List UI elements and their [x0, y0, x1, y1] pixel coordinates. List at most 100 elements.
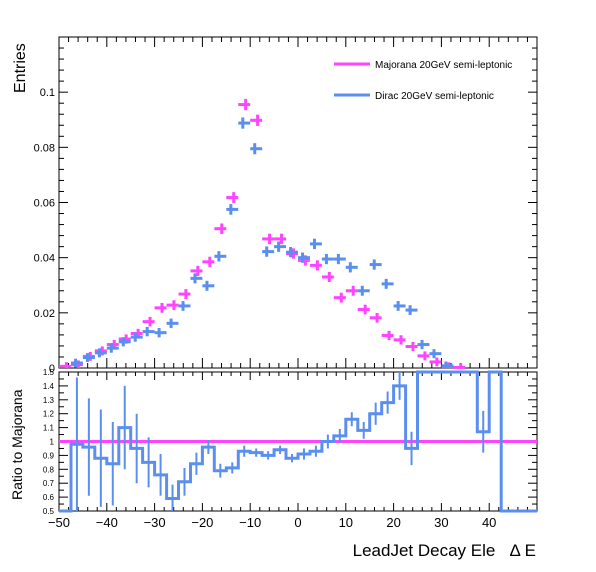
data-point: [154, 302, 167, 313]
data-point: [369, 259, 382, 270]
data-point: [118, 337, 131, 347]
data-point: [429, 349, 442, 359]
data-point: [142, 316, 155, 327]
data-point: [274, 241, 287, 252]
x-tick-label: 20: [386, 515, 400, 530]
data-point: [357, 304, 370, 315]
data-point: [70, 358, 83, 368]
data-point: [274, 233, 287, 245]
data-point: [250, 143, 263, 155]
y-tick-label: 0: [49, 363, 55, 375]
data-point: [405, 305, 418, 315]
ratio-y-tick-label: 0.9: [43, 451, 55, 460]
x-tick-label: 30: [434, 515, 448, 530]
y-tick-label: 0.08: [34, 142, 55, 154]
x-tick-label: 40: [482, 515, 496, 530]
data-point: [441, 361, 454, 368]
y-tick-label: 0.1: [40, 87, 55, 99]
legend-label-dirac: Dirac 20GeV semi-leptonic: [375, 91, 494, 102]
top-y-axis: 0 0.02 0.04 0.06 0.08 0.1: [34, 36, 537, 375]
data-point: [429, 357, 442, 367]
ratio-data: [59, 370, 537, 513]
ratio-y-tick-label: 1: [50, 438, 55, 447]
data-point: [238, 98, 251, 111]
top-y-axis-label: Entries: [12, 43, 29, 93]
data-point: [238, 117, 251, 129]
data-point: [178, 301, 191, 311]
data-point: [321, 271, 334, 283]
data-point: [214, 223, 227, 234]
data-point: [82, 353, 95, 362]
ratio-y-tick-label: 1.4: [43, 382, 55, 391]
ratio-y-axis: 0.5 0.6 0.7 0.8 0.9 1 1.1 1.2 1.3 1.4 1.5: [43, 368, 537, 516]
data-point: [333, 292, 346, 303]
data-point: [369, 312, 382, 323]
y-tick-label: 0.04: [34, 253, 55, 265]
top-x-axis-ticks: [58, 37, 538, 368]
top-data-points: [59, 98, 466, 369]
ratio-x-axis: −50 −40 −30 −20 −10 0 10 20 30 40: [48, 372, 538, 530]
data-point: [405, 341, 418, 352]
data-point: [345, 262, 358, 273]
x-tick-label: −40: [96, 515, 118, 530]
data-point: [106, 343, 119, 353]
x-tick-label: −20: [191, 515, 213, 530]
data-point: [226, 192, 239, 203]
data-point: [190, 265, 203, 276]
data-point: [298, 252, 310, 263]
data-point: [202, 256, 215, 267]
data-point: [357, 285, 370, 296]
data-point: [166, 300, 179, 310]
x-axis-label: LeadJet Decay Ele Δ E: [353, 541, 536, 560]
top-plot-frame: [58, 36, 538, 369]
data-point: [154, 327, 167, 338]
ratio-y-tick-label: 1.2: [43, 410, 55, 419]
data-point: [214, 251, 227, 262]
data-point: [166, 318, 179, 329]
data-point: [262, 246, 275, 257]
data-point: [417, 339, 430, 350]
data-point: [94, 348, 107, 358]
data-point: [130, 332, 143, 342]
data-point: [202, 280, 215, 291]
ratio-y-tick-label: 0.7: [43, 479, 55, 488]
x-tick-label: −30: [144, 515, 166, 530]
ratio-y-tick-label: 0.5: [43, 507, 55, 516]
x-tick-label: 0: [294, 515, 301, 530]
ratio-y-tick-label: 1.5: [43, 368, 55, 377]
x-tick-label: −50: [48, 515, 70, 530]
ratio-y-tick-label: 0.8: [43, 465, 55, 474]
data-point: [393, 301, 406, 311]
ratio-y-tick-label: 1.1: [43, 424, 55, 433]
data-point: [321, 253, 334, 265]
ratio-panel: 0.5 0.6 0.7 0.8 0.9 1 1.1 1.2 1.3 1.4 1.5 −50 −40 −3…: [9, 368, 538, 560]
legend-label-majorana: Majorana 20GeV semi-leptonic: [375, 60, 512, 71]
ratio-y-axis-label: Ratio to Majorana: [9, 389, 25, 500]
data-point: [381, 278, 394, 289]
data-point: [142, 326, 155, 337]
legend: Majorana 20GeV semi-leptonic Dirac 20GeV…: [334, 60, 512, 102]
data-point: [453, 363, 466, 369]
data-point: [381, 330, 394, 341]
data-point: [309, 238, 322, 250]
data-point: [393, 335, 406, 345]
data-point: [262, 233, 275, 245]
x-tick-label: −10: [239, 515, 261, 530]
data-point: [59, 362, 71, 368]
data-point: [333, 253, 346, 265]
top-panel: 0 0.02 0.04 0.06 0.08 0.1 Entries Majorana 20…: [12, 36, 538, 375]
data-point: [226, 204, 239, 215]
data-point: [309, 260, 322, 271]
ratio-y-tick-label: 1.3: [43, 396, 55, 405]
data-point: [345, 285, 358, 296]
data-point: [190, 273, 203, 284]
data-point: [417, 351, 430, 361]
y-tick-label: 0.06: [34, 198, 55, 210]
data-point: [178, 289, 191, 300]
x-tick-label: 10: [339, 515, 353, 530]
y-tick-label: 0.02: [34, 308, 55, 320]
data-point: [286, 246, 298, 258]
ratio-y-tick-label: 0.6: [43, 493, 55, 502]
data-point: [250, 114, 263, 126]
